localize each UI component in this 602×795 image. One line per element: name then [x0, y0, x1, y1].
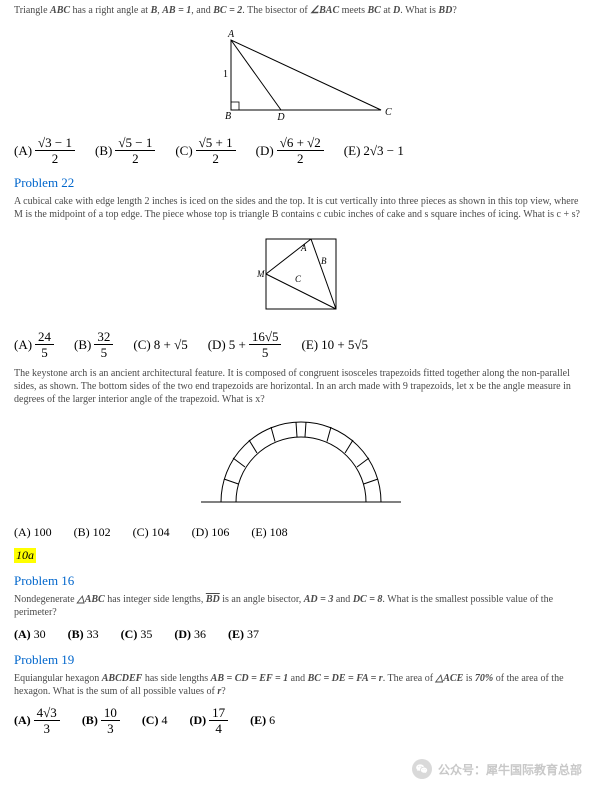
ans-b: (B) 103 — [82, 706, 120, 735]
p22-heading: Problem 22 — [14, 175, 588, 191]
t: , and — [191, 5, 213, 16]
p19-text: Equiangular hexagon ABCDEF has side leng… — [14, 672, 588, 698]
ans-e: (E) 10 + 5√5 — [301, 337, 368, 353]
p16-answers: (A) 30 (B) 33 (C) 35 (D) 36 (E) 37 — [14, 627, 588, 642]
ans-d: (D) 174 — [189, 706, 228, 735]
p16-text: Nondegenerate △ABC has integer side leng… — [14, 593, 588, 619]
p22-figure: A B C M — [14, 229, 588, 322]
ans-b: (B) 102 — [74, 525, 111, 540]
ans-e: (E) 2√3 − 1 — [344, 143, 404, 159]
p19-answers: (A) 4√33 (B) 103 (C) 4 (D) 174 (E) 6 — [14, 706, 588, 735]
ans-b: (B) 325 — [74, 330, 113, 359]
ans-a: (A) 100 — [14, 525, 52, 540]
ans-c: (C) 35 — [121, 627, 153, 642]
ans-d: (D) 36 — [174, 627, 206, 642]
ans-e: (E) 6 — [250, 713, 275, 728]
svg-text:B: B — [225, 111, 231, 122]
v: ABC — [50, 5, 70, 16]
p23-figure — [14, 414, 588, 517]
section-label: 10a — [14, 548, 36, 563]
wechat-icon — [412, 759, 432, 779]
v: ∠BAC — [310, 5, 339, 16]
t: at — [381, 5, 393, 16]
svg-text:D: D — [276, 112, 285, 123]
v: BC = 2 — [213, 5, 242, 16]
t: . The bisector of — [242, 5, 310, 16]
svg-text:M: M — [256, 269, 265, 279]
svg-text:A: A — [227, 29, 235, 40]
p22-answers: (A) 245 (B) 325 (C) 8 + √5 (D) 5 + 16√55… — [14, 330, 588, 359]
t: . What is — [400, 5, 438, 16]
svg-text:C: C — [385, 107, 392, 118]
ans-e: (E) 108 — [251, 525, 287, 540]
ans-a: (A) 4√33 — [14, 706, 60, 735]
ans-a: (A) 245 — [14, 330, 54, 359]
ans-b: (B) 33 — [68, 627, 99, 642]
v: AB = 1 — [162, 5, 191, 16]
svg-text:1: 1 — [223, 69, 228, 80]
p16-heading: Problem 16 — [14, 573, 588, 589]
p19-heading: Problem 19 — [14, 652, 588, 668]
ans-c: (C) 8 + √5 — [133, 337, 187, 353]
ans-d: (D) √6 + √22 — [256, 136, 324, 165]
p23-answers: (A) 100 (B) 102 (C) 104 (D) 106 (E) 108 — [14, 525, 588, 540]
svg-text:B: B — [321, 256, 327, 266]
t: has a right angle at — [70, 5, 151, 16]
svg-text:A: A — [300, 243, 307, 253]
ans-c: (C) 4 — [142, 713, 168, 728]
p21-figure: A B D C 1 — [14, 25, 588, 128]
ans-d: (D) 106 — [192, 525, 230, 540]
v: BC — [367, 5, 380, 16]
ans-c: (C) √5 + 12 — [175, 136, 235, 165]
v: BD — [438, 5, 452, 16]
t: ? — [452, 5, 456, 16]
ans-c: (C) 104 — [133, 525, 170, 540]
p22-text: A cubical cake with edge length 2 inches… — [14, 195, 588, 221]
watermark: 公众号：犀牛国际教育总部 — [412, 759, 582, 779]
svg-text:C: C — [295, 274, 302, 284]
p21-answers: (A) √3 − 12 (B) √5 − 12 (C) √5 + 12 (D) … — [14, 136, 588, 165]
watermark-text: 公众号：犀牛国际教育总部 — [438, 761, 582, 778]
ans-a: (A) √3 − 12 — [14, 136, 75, 165]
p23-text: The keystone arch is an ancient architec… — [14, 367, 588, 406]
t: Triangle — [14, 5, 50, 16]
ans-d: (D) 5 + 16√55 — [208, 330, 282, 359]
ans-b: (B) √5 − 12 — [95, 136, 155, 165]
t: meets — [339, 5, 367, 16]
ans-e: (E) 37 — [228, 627, 259, 642]
p21-text: Triangle ABC has a right angle at B, AB … — [14, 4, 588, 17]
ans-a: (A) 30 — [14, 627, 46, 642]
